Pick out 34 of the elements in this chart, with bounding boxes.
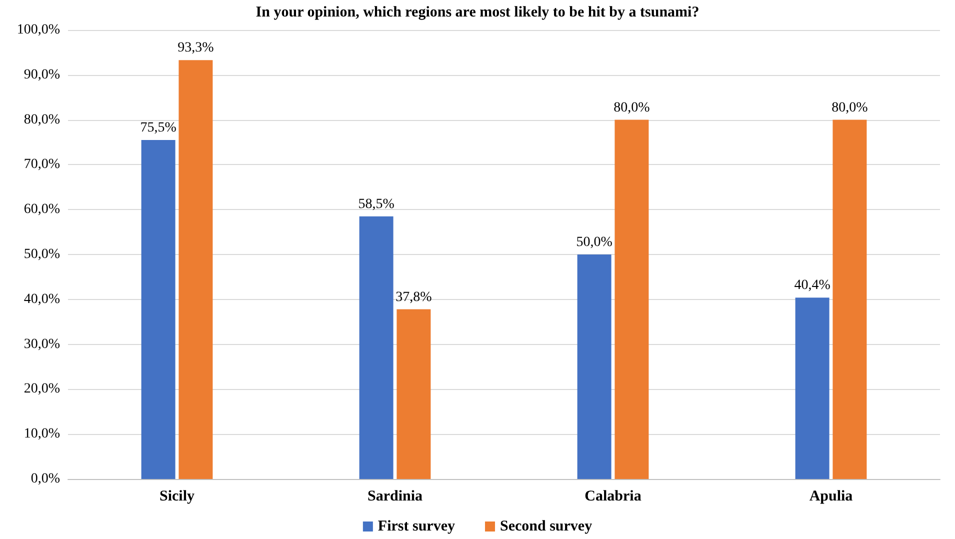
- y-tick-label: 20,0%: [24, 382, 60, 397]
- data-label: 58,5%: [358, 196, 395, 212]
- y-tick-label: 0,0%: [30, 472, 60, 486]
- y-tick-label: 70,0%: [24, 157, 60, 172]
- x-tick-label: Calabria: [584, 488, 642, 504]
- y-tick-label: 40,0%: [24, 292, 60, 307]
- y-tick-label: 90,0%: [24, 67, 60, 82]
- bar: [795, 298, 830, 479]
- bar: [832, 120, 867, 479]
- y-tick-label: 100,0%: [16, 22, 60, 38]
- data-label: 75,5%: [140, 120, 177, 136]
- legend-label: Second survey: [500, 518, 593, 534]
- data-label: 50,0%: [576, 235, 613, 250]
- bar: [359, 216, 394, 479]
- bar: [577, 254, 612, 479]
- x-tick-label: Sicily: [159, 488, 195, 504]
- data-label: 80,0%: [832, 100, 868, 116]
- chart-title: In your opinion, which regions are most likely to be hit by a tsunami?: [256, 4, 700, 20]
- x-tick-label: Apulia: [809, 488, 854, 504]
- y-tick-label: 50,0%: [24, 247, 60, 262]
- data-label: 37,8%: [396, 290, 432, 305]
- y-tick-label: 10,0%: [24, 426, 60, 442]
- bar: [396, 309, 431, 479]
- y-tick-label: 80,0%: [24, 112, 60, 128]
- y-tick-label: 30,0%: [24, 336, 60, 352]
- bar: [141, 140, 176, 479]
- legend-label: First survey: [378, 518, 456, 534]
- y-tick-label: 60,0%: [24, 202, 60, 218]
- data-label: 80,0%: [614, 100, 650, 116]
- data-label: 93,3%: [178, 40, 214, 56]
- bar: [178, 60, 213, 479]
- x-tick-label: Sardinia: [367, 488, 424, 504]
- data-label: 40,4%: [794, 278, 831, 294]
- bar: [614, 120, 649, 479]
